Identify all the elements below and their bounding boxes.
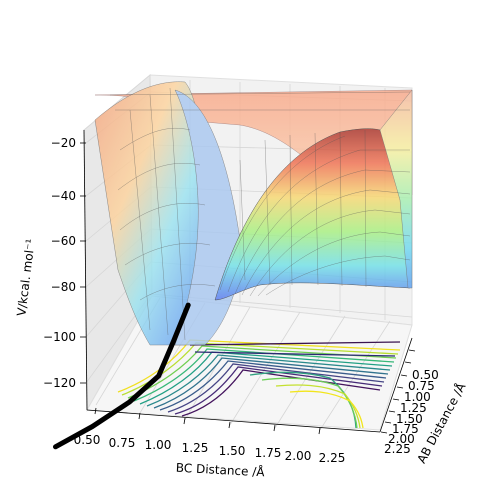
- z-tick-label: −60: [51, 234, 76, 248]
- x-tick-label: 2.00: [285, 449, 312, 463]
- y-tick-label: 1.25: [400, 401, 427, 415]
- z-tick-label: −120: [43, 376, 76, 390]
- contour-line: [159, 360, 387, 411]
- contour-line: [167, 363, 385, 413]
- y-tick-label: 0.75: [408, 379, 435, 393]
- contour-line: [289, 390, 364, 429]
- contour-line: [146, 354, 391, 407]
- x-axis-label: BC Distance /Å: [176, 460, 266, 480]
- z-axis-label: V/kcal. mol⁻¹: [14, 238, 37, 317]
- contour-line: [153, 357, 389, 409]
- contour-line: [189, 341, 401, 346]
- x-tick-label: 1.00: [145, 438, 172, 452]
- x-tick-label: 1.50: [219, 444, 246, 458]
- y-tick-label: 2.25: [384, 442, 411, 456]
- contour-line: [139, 351, 393, 405]
- x-tick-marks: [94, 407, 321, 435]
- contour-line: [133, 348, 395, 402]
- energy-surface: [94, 81, 413, 346]
- trajectory-line: [53, 302, 191, 450]
- z-tick-label: −40: [51, 189, 76, 203]
- x-tick-label: 0.50: [74, 433, 101, 447]
- y-tick-label: 1.50: [396, 412, 423, 426]
- x-axis: 0.50 0.75 1.00 1.25 1.50 1.75 2.00 2.25 …: [74, 407, 381, 480]
- surface-right-flank: [379, 89, 413, 289]
- y-tick-label: 1.75: [392, 422, 419, 436]
- surface-mesh: [109, 87, 411, 341]
- y-axis-line: [379, 337, 413, 433]
- z-axis: −20 −40 −60 −80 −100 −120 V/kcal. mol⁻¹: [14, 129, 88, 411]
- contour-line: [275, 384, 361, 429]
- y-tick-marks: [380, 349, 416, 434]
- x-tick-label: 1.25: [182, 441, 209, 455]
- z-tick-label: −20: [51, 136, 76, 150]
- y-tick-label: 1.00: [404, 390, 431, 404]
- contour-line: [174, 366, 383, 415]
- x-tick-label: 0.75: [109, 436, 136, 450]
- x-tick-label: 1.75: [255, 446, 282, 460]
- z-tick-label: −80: [51, 280, 76, 294]
- contour-line: [181, 369, 381, 417]
- z-tick-marks: [80, 142, 86, 384]
- y-tick-label: 0.50: [412, 368, 439, 382]
- contour-line: [261, 377, 358, 429]
- x-axis-line: [86, 409, 381, 433]
- contour-line: [194, 351, 396, 357]
- z-axis-line: [83, 129, 88, 411]
- z-tick-label: −100: [43, 330, 76, 344]
- y-tick-label: 2.00: [388, 432, 415, 446]
- x-tick-label: 2.25: [319, 451, 346, 465]
